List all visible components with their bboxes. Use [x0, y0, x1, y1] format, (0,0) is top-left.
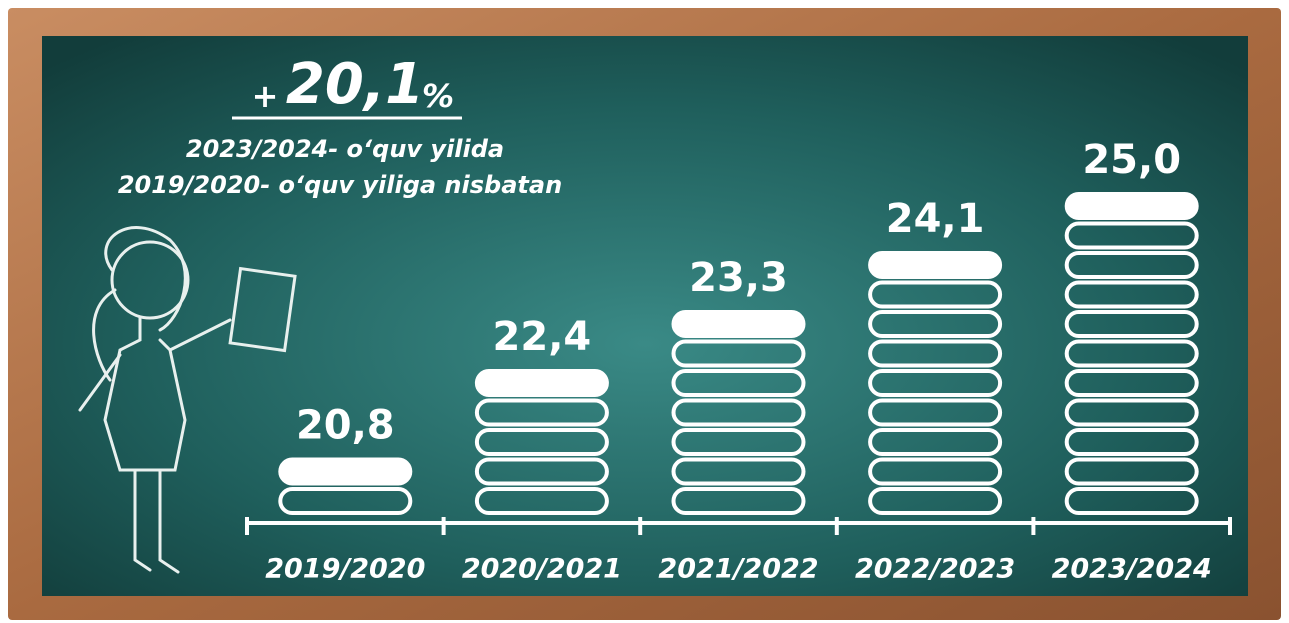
- bar-ring: [1064, 339, 1199, 368]
- bar: [868, 251, 1003, 515]
- bar-ring: [474, 398, 609, 427]
- bar-ring: [671, 398, 806, 427]
- bar-ring: [474, 487, 609, 515]
- value-label: 25,0: [1082, 137, 1181, 183]
- bar: [278, 457, 413, 515]
- headline-unit: %: [422, 77, 454, 115]
- bar: [671, 310, 806, 515]
- bar-ring: [474, 428, 609, 456]
- headline-sign: +: [252, 77, 279, 115]
- bar-ring: [868, 428, 1003, 456]
- teacher-drawing: [78, 226, 297, 574]
- bar-ring: [671, 457, 806, 486]
- bar-ring: [868, 280, 1003, 309]
- bar: [1064, 192, 1199, 515]
- bar-ring: [868, 339, 1003, 368]
- value-label: 23,3: [689, 255, 788, 301]
- bar-ring: [1064, 398, 1199, 427]
- bar-cap: [1064, 192, 1199, 220]
- bar-ring: [1064, 280, 1199, 309]
- bar-ring: [671, 487, 806, 515]
- bar-ring: [671, 339, 806, 368]
- board: [42, 36, 1248, 596]
- bar-ring: [868, 369, 1003, 397]
- bar-ring: [671, 428, 806, 456]
- bar-ring: [1064, 369, 1199, 397]
- bar: [474, 369, 609, 515]
- bar-ring: [868, 310, 1003, 338]
- bar-ring: [1064, 428, 1199, 456]
- x-tick-label: 2021/2022: [658, 554, 818, 585]
- bar-cap: [474, 369, 609, 397]
- bar-cap: [278, 457, 413, 486]
- x-tick-label: 2020/2021: [462, 554, 622, 585]
- bar-ring: [868, 487, 1003, 515]
- x-tick-label: 2019/2020: [265, 554, 425, 585]
- value-label: 20,8: [296, 403, 395, 449]
- value-label: 24,1: [886, 196, 985, 242]
- bar-ring: [278, 487, 413, 515]
- bar-ring: [1064, 310, 1199, 338]
- bar-ring: [1064, 221, 1199, 250]
- bar-cap: [868, 251, 1003, 279]
- bar-ring: [1064, 251, 1199, 279]
- subtitle: 2023/2024- o‘quv yilida: [186, 135, 504, 163]
- value-label: 22,4: [493, 314, 592, 360]
- bar-ring: [474, 457, 609, 486]
- subtitle: 2019/2020- o‘quv yiliga nisbatan: [118, 171, 562, 199]
- bar-cap: [671, 310, 806, 338]
- x-tick-label: 2023/2024: [1052, 554, 1212, 585]
- x-tick-label: 2022/2023: [855, 554, 1015, 585]
- bar-ring: [868, 457, 1003, 486]
- bar-ring: [868, 398, 1003, 427]
- bar-ring: [1064, 457, 1199, 486]
- bar-ring: [671, 369, 806, 397]
- bar-ring: [1064, 487, 1199, 515]
- headline-value: 20,1: [286, 52, 424, 117]
